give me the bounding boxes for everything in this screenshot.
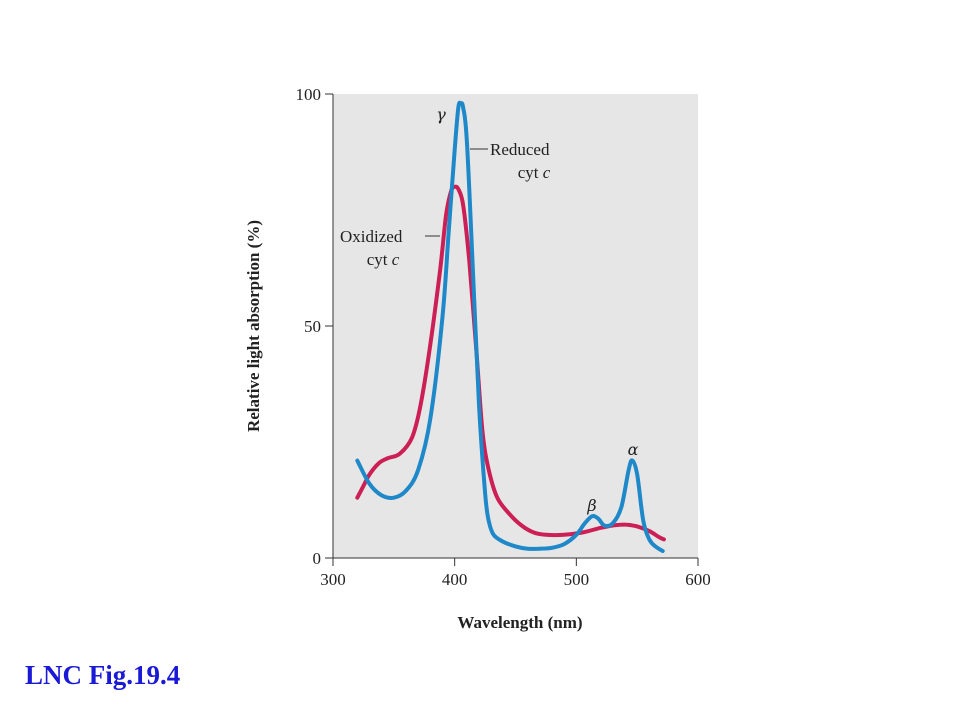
y-tick-label: 50 [304, 317, 321, 336]
y-axis-label: Relative light absorption (%) [244, 220, 263, 432]
x-tick-label: 500 [564, 570, 590, 589]
oxidized-label-line2: cyt c [367, 250, 400, 269]
plot-background [333, 94, 698, 558]
figure-caption: LNC Fig.19.4 [25, 660, 181, 690]
series-line-reduced-cyt-c [355, 100, 665, 553]
x-tick-label: 400 [442, 570, 468, 589]
gamma-peak-label: γ [436, 105, 446, 124]
x-tick-label: 600 [685, 570, 711, 589]
reduced-label-line2: cyt c [518, 163, 551, 182]
y-tick-label: 0 [313, 549, 322, 568]
reduced-label-line1: Reduced [490, 140, 550, 159]
series-lines [355, 100, 666, 553]
oxidized-label-line1: Oxidized [340, 227, 403, 246]
y-tick-label: 100 [296, 85, 322, 104]
beta-peak-label: β [586, 496, 596, 515]
x-axis-label: Wavelength (nm) [457, 613, 582, 632]
x-tick-label: 300 [320, 570, 346, 589]
alpha-peak-label: α [628, 440, 639, 459]
tick-group: 300 400 500 600 0 50 100 [296, 85, 711, 589]
